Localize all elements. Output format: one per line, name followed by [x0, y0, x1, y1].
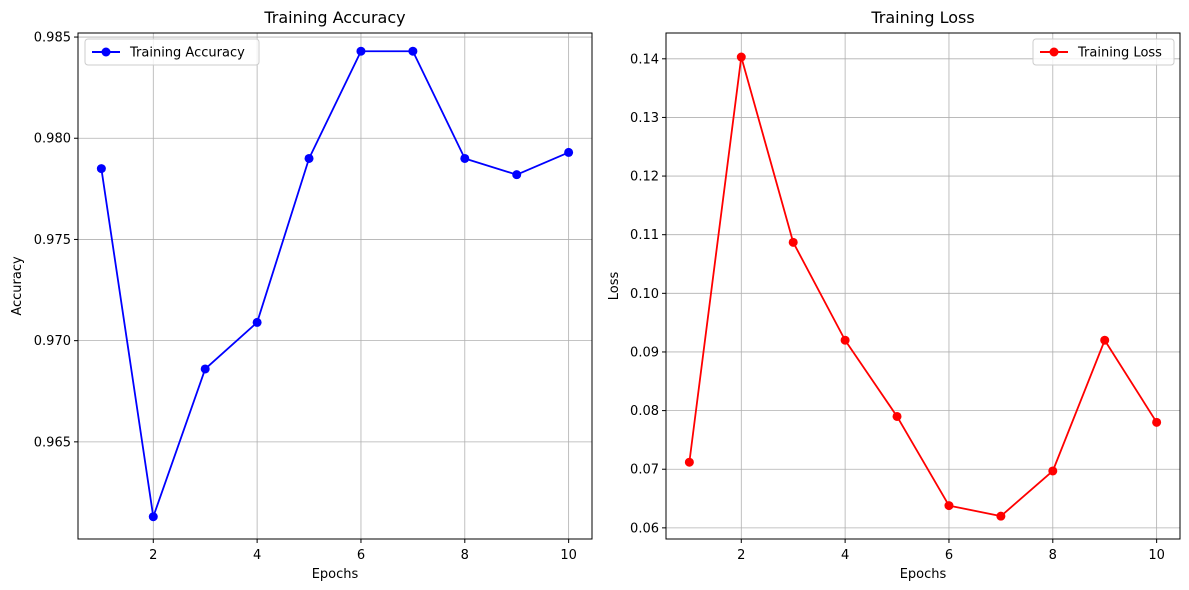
accuracy-x-ticks: 2 4 6 8 10: [149, 539, 577, 563]
loss-data-point: [684, 457, 694, 467]
accuracy-data-point: [200, 364, 210, 374]
loss-data-point: [788, 237, 798, 247]
accuracy-plot-area: [78, 33, 592, 539]
accuracy-data-point: [304, 153, 314, 163]
accuracy-series-line: [100, 50, 569, 518]
accuracy-data-point: [356, 46, 366, 56]
loss-x-tick-label: 10: [1148, 548, 1165, 563]
loss-data-point: [944, 501, 954, 511]
accuracy-y-tick-label: 0.985: [34, 31, 71, 46]
accuracy-legend-label: Training Accuracy: [129, 46, 245, 61]
loss-chart-title: Training Loss: [870, 8, 974, 27]
loss-x-tick-label: 6: [945, 548, 953, 563]
loss-data-point: [1100, 335, 1110, 345]
loss-data-point: [892, 411, 902, 421]
accuracy-axes-frame: [77, 32, 593, 540]
loss-plot-area: [666, 33, 1180, 539]
accuracy-y-tick-label: 0.975: [34, 233, 71, 248]
accuracy-legend-box: [84, 38, 260, 66]
loss-x-ticks: 2 4 6 8 10: [737, 539, 1165, 563]
loss-y-tick-label: 0.08: [630, 404, 659, 419]
accuracy-x-tick-label: 8: [461, 548, 469, 563]
accuracy-y-tick-label: 0.980: [34, 132, 71, 147]
loss-y-tick-label: 0.12: [630, 170, 659, 185]
loss-legend: Training Loss: [1032, 38, 1175, 66]
accuracy-x-tick-label: 10: [560, 548, 577, 563]
accuracy-legend: Training Accuracy: [84, 38, 260, 66]
accuracy-data-point: [512, 170, 522, 180]
loss-y-tick-label: 0.14: [630, 52, 659, 67]
loss-axes-frame: [665, 32, 1181, 540]
accuracy-x-axis-label: Epochs: [312, 567, 359, 582]
loss-series: [684, 52, 1162, 521]
loss-chart-panel: 2 4 6 8 10 0.060.070.080.090.100.110.120.130…: [607, 8, 1181, 582]
loss-data-point: [736, 52, 746, 62]
loss-y-tick-label: 0.10: [630, 287, 659, 302]
loss-y-tick-label: 0.07: [630, 463, 659, 478]
accuracy-x-tick-label: 2: [149, 548, 157, 563]
accuracy-chart-panel: 2 4 6 8 10 0.965 0.970 0.975 0.980 0.985 Trainin…: [10, 8, 593, 582]
loss-y-tick-label: 0.06: [630, 521, 659, 536]
loss-y-tick-label: 0.11: [630, 228, 659, 243]
accuracy-data-point: [408, 46, 418, 56]
loss-y-ticks: 0.06 0.07 0.08 0.09 0.10 0.11 0.12 0.13 0.14: [630, 52, 666, 536]
loss-x-tick-label: 2: [737, 548, 745, 563]
accuracy-data-point: [460, 153, 470, 163]
accuracy-chart-title: Training Accuracy: [263, 8, 405, 27]
loss-data-point: [1152, 417, 1162, 427]
accuracy-data-point: [564, 147, 574, 157]
loss-x-tick-label: 8: [1049, 548, 1057, 563]
accuracy-y-axis-label: Accuracy: [10, 256, 25, 316]
accuracy-grid: [78, 33, 592, 539]
loss-y-tick-label: 0.09: [630, 345, 659, 360]
loss-x-tick-label: 4: [841, 548, 849, 563]
loss-data-point: [996, 511, 1006, 521]
accuracy-data-point: [252, 317, 262, 327]
accuracy-x-tick-label: 6: [357, 548, 365, 563]
accuracy-series: [96, 46, 574, 522]
loss-legend-marker: [1049, 47, 1059, 57]
loss-x-axis-label: Epochs: [900, 567, 947, 582]
loss-series-line: [688, 56, 1158, 518]
accuracy-data-point: [148, 512, 158, 522]
accuracy-x-tick-label: 4: [253, 548, 261, 563]
accuracy-data-point: [96, 164, 106, 174]
accuracy-y-tick-label: 0.970: [34, 334, 71, 349]
loss-legend-box: [1032, 38, 1175, 66]
loss-grid: [666, 33, 1180, 539]
accuracy-y-tick-label: 0.965: [34, 435, 71, 450]
loss-y-tick-label: 0.13: [630, 111, 659, 126]
loss-data-point: [840, 335, 850, 345]
accuracy-legend-marker: [101, 47, 111, 57]
loss-y-axis-label: Loss: [607, 272, 622, 301]
loss-data-point: [1048, 466, 1058, 476]
loss-legend-label: Training Loss: [1077, 46, 1162, 61]
accuracy-y-ticks: 0.965 0.970 0.975 0.980 0.985: [34, 31, 78, 450]
